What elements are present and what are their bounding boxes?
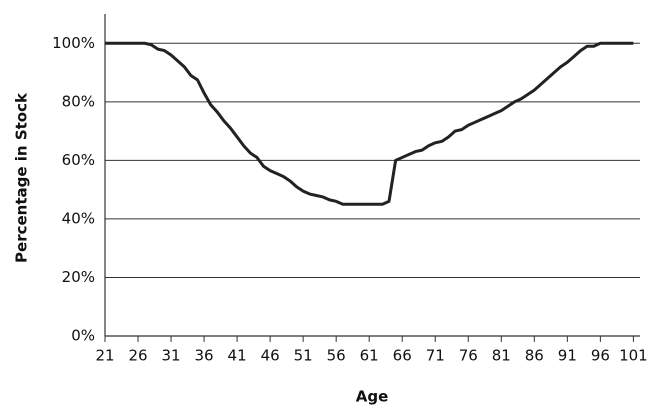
y-tick-label: 60%	[62, 151, 95, 169]
y-axis-label: Percentage in Stock	[13, 92, 31, 263]
x-tick-label: 81	[492, 347, 511, 365]
x-axis-label: Age	[356, 388, 389, 406]
x-tick-label: 101	[619, 347, 648, 365]
x-tick-label: 71	[426, 347, 445, 365]
x-tick-label: 96	[591, 347, 610, 365]
x-tick-label: 36	[195, 347, 214, 365]
x-tick-label: 61	[360, 347, 379, 365]
x-tick-label: 56	[327, 347, 346, 365]
x-tick-label: 41	[228, 347, 247, 365]
y-tick-label: 40%	[62, 209, 95, 227]
data-line	[105, 41, 634, 206]
y-tick-label: 100%	[52, 34, 95, 52]
x-tick-label: 86	[525, 347, 544, 365]
x-tick-label: 76	[459, 347, 478, 365]
y-tick-label: 0%	[71, 327, 95, 345]
x-tick-label: 51	[294, 347, 313, 365]
y-tick-label: 20%	[62, 268, 95, 286]
y-tick-label: 80%	[62, 92, 95, 110]
x-tick-label: 31	[162, 347, 181, 365]
x-tick-label: 91	[558, 347, 577, 365]
x-tick-label: 46	[261, 347, 280, 365]
x-tick-label: 26	[128, 347, 147, 365]
x-tick-label: 66	[393, 347, 412, 365]
x-tick-label: 21	[95, 347, 114, 365]
